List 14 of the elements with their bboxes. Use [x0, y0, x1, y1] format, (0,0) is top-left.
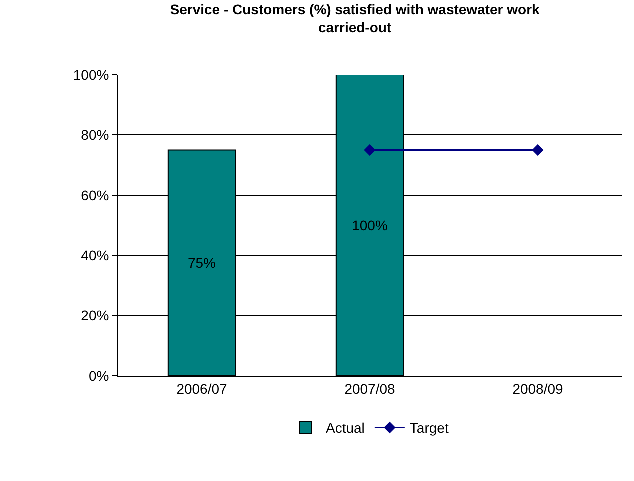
data-label: 75% — [188, 255, 216, 272]
y-tick-label: 40% — [81, 248, 110, 264]
y-tick-label: 80% — [81, 127, 110, 144]
x-tick-label: 2006/07 — [176, 380, 228, 397]
y-tick-label: 100% — [73, 66, 110, 83]
legend-label: Actual — [326, 420, 365, 436]
x-tick-label: 2007/08 — [344, 380, 396, 397]
y-tick-label: 20% — [81, 308, 110, 324]
data-label: 100% — [352, 218, 388, 234]
legend-label: Target — [410, 420, 449, 436]
y-tick-label: 0% — [88, 368, 110, 384]
x-tick-label: 2008/09 — [512, 380, 564, 397]
chart-title: Service - Customers (%) satisfied with wastewater work carried-out — [170, 1, 540, 36]
y-tick-label: 60% — [81, 187, 110, 204]
